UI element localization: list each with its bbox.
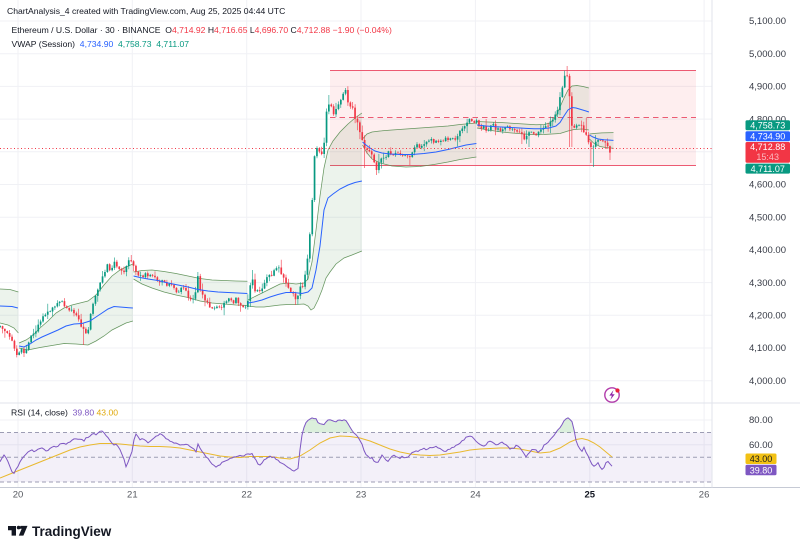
svg-text:4,600.00: 4,600.00 xyxy=(749,180,786,191)
svg-text:26: 26 xyxy=(699,490,710,501)
svg-text:RSI (14, close) 39.80 43.00: RSI (14, close) 39.80 43.00 xyxy=(11,408,118,418)
svg-text:4,500.00: 4,500.00 xyxy=(749,212,786,223)
svg-text:80.00: 80.00 xyxy=(749,415,773,426)
svg-text:43.00: 43.00 xyxy=(750,454,773,464)
svg-text:24: 24 xyxy=(470,490,481,501)
svg-text:15:43: 15:43 xyxy=(756,152,779,162)
svg-text:VWAP (Session) 4,734.90 4,75: VWAP (Session) 4,734.90 4,758.73 4,711.0… xyxy=(12,39,190,49)
svg-text:60.00: 60.00 xyxy=(749,440,773,451)
svg-text:4,734.90: 4,734.90 xyxy=(750,131,785,141)
svg-text:39.80: 39.80 xyxy=(750,465,773,475)
svg-text:4,300.00: 4,300.00 xyxy=(749,278,786,289)
svg-text:22: 22 xyxy=(241,490,252,501)
svg-text:4,758.73: 4,758.73 xyxy=(750,121,785,131)
svg-text:4,800.00: 4,800.00 xyxy=(749,114,786,125)
svg-text:5,100.00: 5,100.00 xyxy=(749,16,786,27)
svg-text:4,200.00: 4,200.00 xyxy=(749,311,786,322)
svg-text:4,900.00: 4,900.00 xyxy=(749,82,786,93)
svg-text:5,000.00: 5,000.00 xyxy=(749,49,786,60)
svg-text:Ethereum / U.S. Dollar · 30 ·: Ethereum / U.S. Dollar · 30 · BINANCE O4… xyxy=(12,25,392,35)
svg-text:4,712.88: 4,712.88 xyxy=(750,142,785,152)
svg-text:25: 25 xyxy=(584,490,595,501)
svg-text:23: 23 xyxy=(356,490,367,501)
svg-text:4,711.07: 4,711.07 xyxy=(751,164,785,174)
svg-text:TradingView: TradingView xyxy=(32,524,112,539)
svg-text:4,100.00: 4,100.00 xyxy=(749,343,786,354)
svg-text:4,400.00: 4,400.00 xyxy=(749,245,786,256)
svg-text:20: 20 xyxy=(13,490,24,501)
svg-text:4,000.00: 4,000.00 xyxy=(749,376,786,387)
svg-text:21: 21 xyxy=(127,490,138,501)
svg-text:ChartAnalysis_4 created with T: ChartAnalysis_4 created with TradingView… xyxy=(7,6,285,16)
